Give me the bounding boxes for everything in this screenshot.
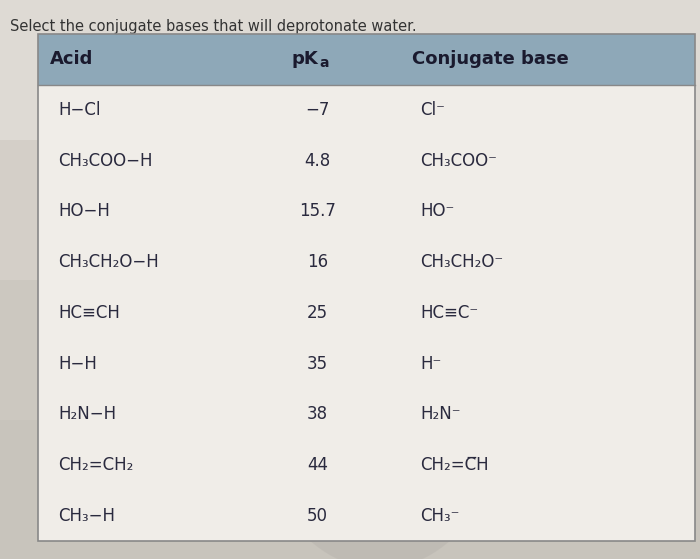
Ellipse shape [240, 149, 520, 559]
Text: 50: 50 [307, 506, 328, 525]
Bar [38, 34, 695, 85]
Bar [38, 287, 695, 338]
Text: Conjugate base: Conjugate base [412, 50, 568, 68]
Text: 4.8: 4.8 [304, 151, 330, 170]
Text: 25: 25 [307, 304, 328, 322]
Bar [38, 389, 695, 439]
Text: CH₃−H: CH₃−H [58, 506, 115, 525]
Bar [38, 439, 695, 490]
Text: pK: pK [292, 50, 318, 68]
Text: CH₃CH₂O⁻: CH₃CH₂O⁻ [420, 253, 503, 271]
Text: Acid: Acid [50, 50, 93, 68]
Text: CH₃CH₂O−H: CH₃CH₂O−H [58, 253, 159, 271]
Text: HC≡C⁻: HC≡C⁻ [420, 304, 478, 322]
Text: CH₂=CH₂: CH₂=CH₂ [58, 456, 134, 474]
Ellipse shape [340, 84, 440, 194]
Text: HC≡CH: HC≡CH [58, 304, 120, 322]
Text: H−Cl: H−Cl [58, 101, 101, 119]
Text: 38: 38 [307, 405, 328, 423]
Bar [0, 140, 700, 280]
Text: 44: 44 [307, 456, 328, 474]
Text: HO−H: HO−H [58, 202, 110, 220]
Text: CH₃⁻: CH₃⁻ [420, 506, 459, 525]
Text: 35: 35 [307, 354, 328, 372]
Bar [0, 280, 700, 420]
Bar [38, 85, 695, 135]
Bar [0, 420, 700, 559]
Text: HO⁻: HO⁻ [420, 202, 454, 220]
Text: CH₂=C̅H: CH₂=C̅H [420, 456, 489, 474]
Bar [38, 490, 695, 541]
Text: H⁻: H⁻ [420, 354, 441, 372]
Text: 16: 16 [307, 253, 328, 271]
Text: 15.7: 15.7 [299, 202, 336, 220]
Text: H−H: H−H [58, 354, 97, 372]
Bar [38, 338, 695, 389]
Bar [38, 237, 695, 287]
Text: Cl⁻: Cl⁻ [420, 101, 445, 119]
Text: Select the conjugate bases that will deprotonate water.: Select the conjugate bases that will dep… [10, 19, 416, 34]
Text: −7: −7 [305, 101, 330, 119]
Text: H₂N−H: H₂N−H [58, 405, 116, 423]
Bar [0, 0, 700, 140]
Bar [38, 186, 695, 237]
Text: CH₃COO⁻: CH₃COO⁻ [420, 151, 497, 170]
Text: CH₃COO−H: CH₃COO−H [58, 151, 153, 170]
Bar [38, 135, 695, 186]
Text: H₂N⁻: H₂N⁻ [420, 405, 461, 423]
Text: a: a [319, 56, 328, 70]
